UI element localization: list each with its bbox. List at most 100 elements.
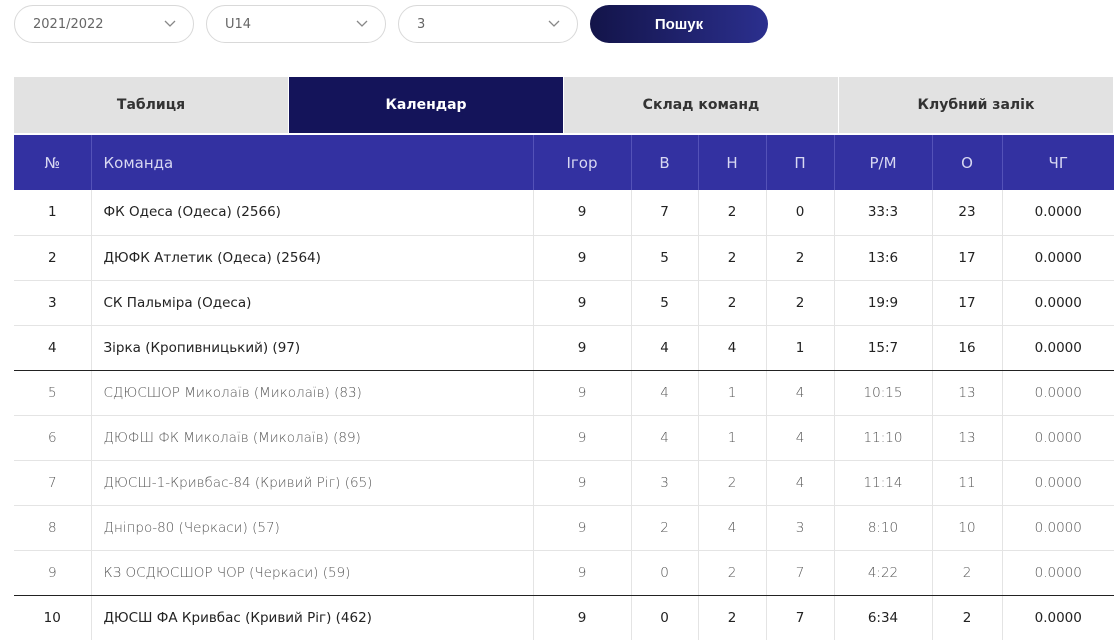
cell-games: 9	[533, 415, 632, 461]
cell-wins: 3	[631, 460, 699, 506]
cell-wins: 0	[631, 595, 699, 640]
cell-row-number: 2	[14, 235, 92, 281]
cell-goals: 19:9	[834, 280, 933, 326]
cell-losses: 4	[766, 370, 835, 416]
cell-team-name: ДЮСШ-1-Кривбас-84 (Кривий Ріг) (65)	[91, 460, 534, 506]
cell-team-name: КЗ ОСДЮСШОР ЧОР (Черкаси) (59)	[91, 550, 534, 596]
header-wins: В	[631, 135, 699, 190]
tab-team-squads[interactable]: Склад команд	[564, 77, 839, 133]
cell-points: 23	[932, 190, 1003, 236]
cell-row-number: 6	[14, 415, 92, 461]
cell-points: 2	[932, 595, 1003, 640]
cell-goals: 33:3	[834, 190, 933, 236]
cell-chg: 0.0000	[1002, 595, 1114, 640]
cell-games: 9	[533, 505, 632, 551]
season-select[interactable]: 2021/2022	[14, 5, 194, 43]
cell-goals: 4:22	[834, 550, 933, 596]
table-row[interactable]: 5 СДЮСШОР Миколаїв (Миколаїв) (83) 9 4 1 4 10:…	[14, 370, 1114, 416]
cell-team-name: ФК Одеса (Одеса) (2566)	[91, 190, 534, 236]
table-row[interactable]: 9 КЗ ОСДЮСШОР ЧОР (Черкаси) (59) 9 0 2 7 4:22 2…	[14, 550, 1114, 596]
table-header-row: № Команда Ігор В Н П Р/М О ЧГ	[14, 135, 1114, 190]
header-number: №	[14, 135, 92, 190]
header-team: Команда	[91, 135, 534, 190]
cell-wins: 4	[631, 325, 699, 371]
cell-losses: 2	[766, 280, 835, 326]
table-row[interactable]: 2 ДЮФК Атлетик (Одеса) (2564) 9 5 2 2 13:6 17 0.…	[14, 235, 1114, 281]
cell-draws: 2	[698, 550, 767, 596]
cell-losses: 4	[766, 460, 835, 506]
cell-goals: 13:6	[834, 235, 933, 281]
cell-points: 17	[932, 280, 1003, 326]
header-goals: Р/М	[834, 135, 933, 190]
tab-table[interactable]: Таблиця	[14, 77, 289, 133]
search-button[interactable]: Пошук	[590, 5, 768, 43]
cell-losses: 0	[766, 190, 835, 236]
chevron-down-icon	[163, 17, 177, 31]
cell-team-name: ДЮСШ ФА Кривбас (Кривий Ріг) (462)	[91, 595, 534, 640]
tab-bar: Таблиця Календар Склад команд Клубний за…	[14, 77, 1114, 133]
cell-chg: 0.0000	[1002, 415, 1114, 461]
group-select-value: 3	[417, 16, 426, 32]
cell-wins: 4	[631, 370, 699, 416]
cell-goals: 11:10	[834, 415, 933, 461]
cell-row-number: 8	[14, 505, 92, 551]
cell-team-name: Зірка (Кропивницький) (97)	[91, 325, 534, 371]
cell-games: 9	[533, 190, 632, 236]
cell-chg: 0.0000	[1002, 550, 1114, 596]
chevron-down-icon	[355, 17, 369, 31]
cell-draws: 4	[698, 325, 767, 371]
cell-points: 10	[932, 505, 1003, 551]
cell-goals: 6:34	[834, 595, 933, 640]
table-row[interactable]: 4 Зірка (Кропивницький) (97) 9 4 4 1 15:7 16 0.0…	[14, 325, 1114, 371]
cell-points: 16	[932, 325, 1003, 371]
cell-draws: 2	[698, 280, 767, 326]
tab-calendar[interactable]: Календар	[289, 77, 564, 133]
cell-points: 13	[932, 370, 1003, 416]
cell-row-number: 10	[14, 595, 92, 640]
cell-draws: 4	[698, 505, 767, 551]
cell-chg: 0.0000	[1002, 370, 1114, 416]
cell-row-number: 3	[14, 280, 92, 326]
cell-points: 11	[932, 460, 1003, 506]
table-row[interactable]: 6 ДЮФШ ФК Миколаїв (Миколаїв) (89) 9 4 1 4 11:…	[14, 415, 1114, 461]
season-select-value: 2021/2022	[33, 16, 104, 32]
group-select[interactable]: 3	[398, 5, 578, 43]
cell-chg: 0.0000	[1002, 505, 1114, 551]
cell-points: 17	[932, 235, 1003, 281]
header-losses: П	[766, 135, 835, 190]
cell-row-number: 4	[14, 325, 92, 371]
cell-team-name: ДЮФК Атлетик (Одеса) (2564)	[91, 235, 534, 281]
cell-wins: 5	[631, 235, 699, 281]
table-row[interactable]: 1 ФК Одеса (Одеса) (2566) 9 7 2 0 33:3 23 0.0000	[14, 190, 1114, 236]
table-row[interactable]: 3 СК Пальміра (Одеса) 9 5 2 2 19:9 17 0.0000	[14, 280, 1114, 326]
cell-draws: 1	[698, 370, 767, 416]
cell-losses: 7	[766, 550, 835, 596]
cell-wins: 0	[631, 550, 699, 596]
cell-draws: 2	[698, 595, 767, 640]
cell-games: 9	[533, 325, 632, 371]
cell-chg: 0.0000	[1002, 235, 1114, 281]
table-row[interactable]: 10 ДЮСШ ФА Кривбас (Кривий Ріг) (462) 9 0 2 7…	[14, 595, 1114, 640]
cell-row-number: 5	[14, 370, 92, 416]
cell-team-name: СДЮСШОР Миколаїв (Миколаїв) (83)	[91, 370, 534, 416]
cell-goals: 15:7	[834, 325, 933, 371]
cell-points: 13	[932, 415, 1003, 461]
cell-team-name: СК Пальміра (Одеса)	[91, 280, 534, 326]
cell-games: 9	[533, 370, 632, 416]
cell-losses: 2	[766, 235, 835, 281]
cell-games: 9	[533, 550, 632, 596]
cell-team-name: Дніпро-80 (Черкаси) (57)	[91, 505, 534, 551]
table-row[interactable]: 7 ДЮСШ-1-Кривбас-84 (Кривий Ріг) (65) 9 3 2 4…	[14, 460, 1114, 506]
header-chg: ЧГ	[1048, 153, 1068, 172]
table-row[interactable]: 8 Дніпро-80 (Черкаси) (57) 9 2 4 3 8:10 10 0.000…	[14, 505, 1114, 551]
cell-wins: 5	[631, 280, 699, 326]
tab-club-standings[interactable]: Клубний залік	[839, 77, 1114, 133]
cell-losses: 1	[766, 325, 835, 371]
cell-chg: 0.0000	[1002, 280, 1114, 326]
filter-bar: 2021/2022 U14 3 Пошук	[14, 5, 768, 43]
age-select[interactable]: U14	[206, 5, 386, 43]
cell-row-number: 7	[14, 460, 92, 506]
cell-draws: 1	[698, 415, 767, 461]
cell-losses: 4	[766, 415, 835, 461]
cell-draws: 2	[698, 235, 767, 281]
